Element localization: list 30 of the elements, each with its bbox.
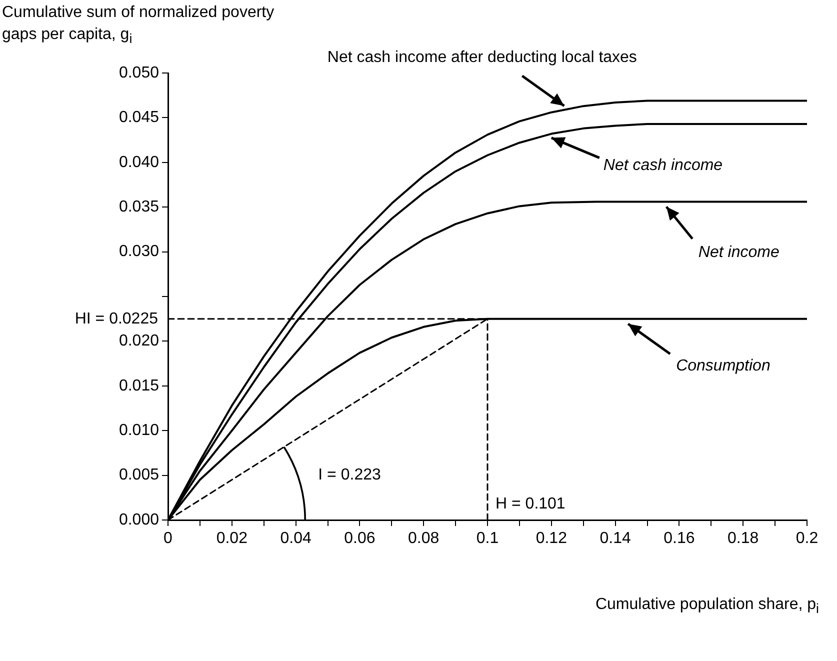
x-tick-label: 0.08 bbox=[408, 530, 440, 548]
text: Net income bbox=[698, 244, 780, 262]
x-axis-title: Cumulative population share, p$_{i}$ bbox=[595, 596, 819, 616]
y-tick-label: 0.050 bbox=[118, 64, 160, 82]
y-tick-label: 0.010 bbox=[118, 422, 160, 440]
x-tick-label: 0.12 bbox=[536, 530, 568, 548]
y-tick-label: 0.020 bbox=[118, 332, 160, 350]
x-tick-label: 0.02 bbox=[216, 530, 248, 548]
text: Consumption bbox=[676, 357, 770, 374]
text: Net cash income after deducting local taxes bbox=[327, 49, 637, 66]
y-tick-label: 0.000 bbox=[118, 511, 160, 528]
y-tick-label: 0.005 bbox=[118, 466, 160, 484]
x-tick-label: 0 bbox=[164, 530, 173, 548]
x-tick-label: 0.06 bbox=[344, 530, 376, 548]
x-tick-label: 0.2 bbox=[796, 530, 818, 548]
y-tick-label: 0.035 bbox=[118, 198, 160, 216]
x-tick-label: 0.04 bbox=[280, 530, 312, 548]
x-tick-label: 0.16 bbox=[664, 530, 695, 548]
y-tick-label: 0.045 bbox=[118, 109, 160, 126]
x-tick-label: 0.1 bbox=[476, 530, 499, 548]
series-label: Net cash income bbox=[603, 157, 723, 174]
y-tick-label: 0.015 bbox=[118, 377, 160, 394]
annotation: I = 0.223 bbox=[318, 466, 381, 484]
x-tick-label: 0.18 bbox=[728, 530, 759, 548]
y-axis-title: Cumulative sum of normalized poverty gaps per capita, g$_{i}$ bbox=[2, 3, 276, 48]
y-tick-label: 0.030 bbox=[118, 243, 160, 260]
annotation: HI = 0.0225 bbox=[74, 310, 158, 328]
annotation: H = 0.101 bbox=[496, 495, 566, 512]
y-tick-label: 0.040 bbox=[118, 154, 160, 171]
x-tick-label: 0.14 bbox=[600, 530, 631, 548]
